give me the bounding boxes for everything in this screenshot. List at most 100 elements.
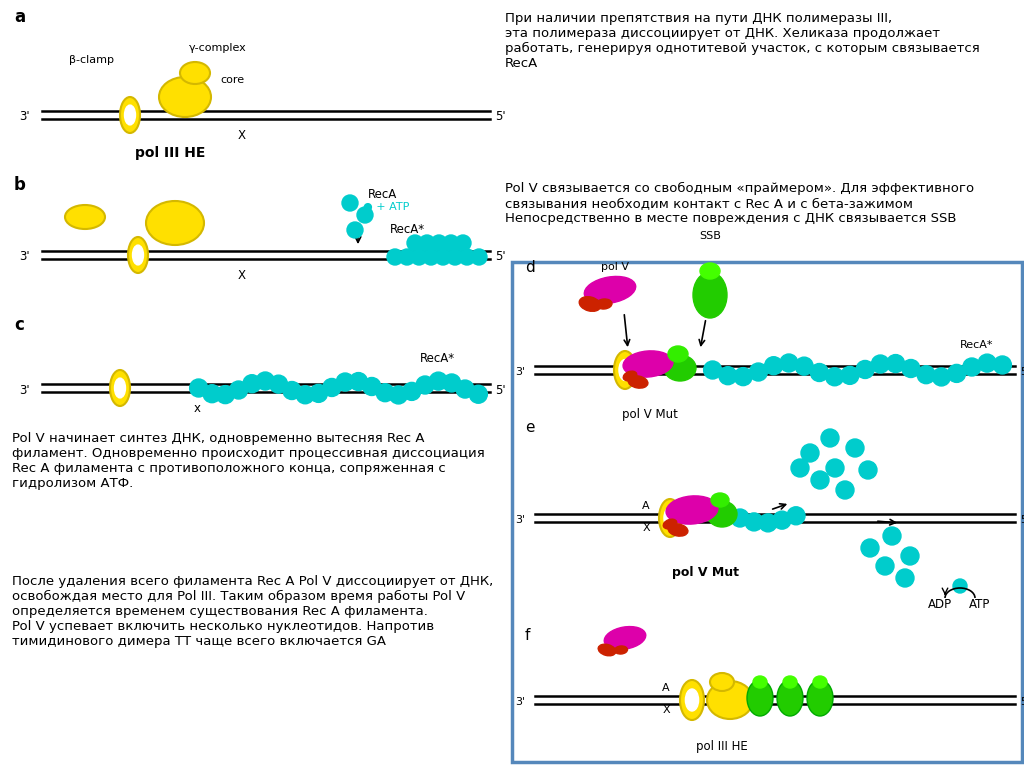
Ellipse shape [664, 519, 677, 529]
Circle shape [841, 367, 859, 384]
Ellipse shape [700, 263, 720, 279]
Text: 5': 5' [1020, 697, 1024, 707]
Text: e: e [525, 420, 535, 435]
Ellipse shape [666, 496, 718, 524]
Circle shape [459, 249, 475, 265]
Circle shape [861, 539, 879, 557]
Circle shape [283, 381, 301, 400]
Circle shape [750, 363, 767, 381]
Text: 3': 3' [19, 251, 30, 264]
Circle shape [896, 569, 914, 587]
Circle shape [963, 358, 981, 376]
Ellipse shape [65, 205, 105, 229]
Text: γ-complex: γ-complex [189, 43, 247, 53]
Circle shape [801, 444, 819, 462]
Circle shape [296, 386, 314, 403]
Ellipse shape [668, 524, 688, 536]
Circle shape [933, 368, 950, 386]
Ellipse shape [710, 673, 734, 691]
Circle shape [243, 375, 261, 393]
Ellipse shape [623, 351, 673, 377]
Text: RecA: RecA [368, 188, 397, 201]
Circle shape [342, 195, 358, 211]
Circle shape [442, 374, 461, 392]
Ellipse shape [128, 237, 148, 273]
Circle shape [745, 513, 763, 531]
Text: 5': 5' [1020, 515, 1024, 525]
Ellipse shape [115, 378, 126, 398]
Ellipse shape [659, 499, 681, 537]
Text: Pol V начинает синтез ДНК, одновременно вытесняя Rec A
филамент. Одновременно пр: Pol V начинает синтез ДНК, одновременно … [12, 432, 484, 490]
Text: b: b [14, 176, 26, 194]
Ellipse shape [664, 508, 676, 528]
Circle shape [765, 357, 782, 375]
Circle shape [887, 354, 904, 373]
Circle shape [953, 579, 967, 593]
Ellipse shape [159, 77, 211, 117]
Text: pol III HE: pol III HE [696, 740, 748, 753]
Circle shape [731, 509, 749, 527]
Circle shape [216, 386, 234, 403]
Circle shape [347, 222, 362, 238]
Circle shape [703, 361, 722, 379]
Circle shape [402, 383, 421, 400]
Circle shape [389, 386, 408, 404]
Ellipse shape [753, 676, 767, 688]
Text: pol III HE: pol III HE [135, 146, 205, 160]
Circle shape [773, 511, 791, 529]
Circle shape [349, 373, 368, 390]
Ellipse shape [585, 276, 636, 304]
Circle shape [846, 439, 864, 457]
Circle shape [978, 354, 996, 372]
Circle shape [719, 367, 737, 385]
Circle shape [821, 429, 839, 447]
Ellipse shape [746, 680, 773, 716]
Text: ADP: ADP [928, 598, 952, 611]
Circle shape [791, 459, 809, 477]
Circle shape [759, 514, 777, 532]
Ellipse shape [618, 360, 631, 380]
Circle shape [871, 355, 890, 373]
Circle shape [993, 356, 1012, 374]
Text: pol V Mut: pol V Mut [672, 566, 738, 579]
Text: X: X [663, 705, 670, 715]
Circle shape [376, 384, 394, 402]
Ellipse shape [120, 97, 140, 133]
Text: 3': 3' [19, 384, 30, 397]
Ellipse shape [596, 299, 612, 309]
Circle shape [918, 366, 935, 384]
Text: pol V Mut: pol V Mut [622, 408, 678, 421]
Circle shape [947, 364, 966, 383]
Ellipse shape [664, 355, 696, 381]
Text: 5': 5' [495, 384, 506, 397]
Ellipse shape [813, 676, 827, 688]
Ellipse shape [777, 680, 803, 716]
Text: Pol V связывается со свободным «праймером». Для эффективного
связывания необходи: Pol V связывается со свободным «праймеро… [505, 182, 974, 225]
Ellipse shape [125, 105, 135, 125]
Text: RecA*: RecA* [961, 340, 993, 350]
Circle shape [362, 377, 381, 396]
Circle shape [269, 375, 288, 393]
Text: a: a [14, 8, 26, 26]
FancyBboxPatch shape [512, 262, 1022, 762]
Circle shape [443, 235, 459, 251]
Text: 5': 5' [495, 251, 506, 264]
Circle shape [811, 471, 829, 489]
Circle shape [810, 364, 828, 381]
Circle shape [455, 235, 471, 251]
Ellipse shape [146, 201, 204, 245]
Circle shape [859, 461, 877, 479]
Circle shape [229, 381, 248, 399]
Text: core: core [220, 75, 244, 85]
Circle shape [357, 207, 373, 223]
Text: X: X [642, 523, 650, 533]
Text: 3': 3' [515, 697, 525, 707]
Text: β-clamp: β-clamp [70, 55, 115, 65]
Ellipse shape [614, 646, 628, 654]
Circle shape [387, 249, 403, 265]
Text: ● + ATP: ● + ATP [362, 202, 410, 212]
Ellipse shape [624, 371, 637, 381]
Ellipse shape [807, 680, 833, 716]
Ellipse shape [707, 501, 737, 527]
Text: ATP: ATP [970, 598, 990, 611]
